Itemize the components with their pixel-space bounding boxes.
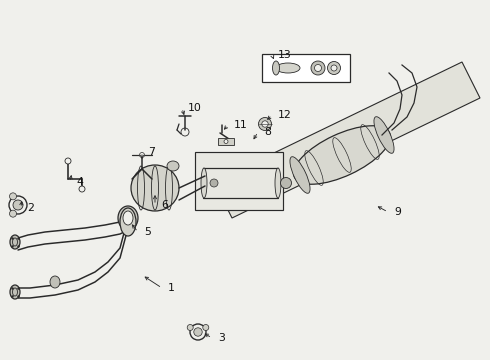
Circle shape [262,121,268,127]
Circle shape [140,153,145,158]
Circle shape [327,62,341,75]
Bar [218,138,234,145]
Ellipse shape [294,126,391,184]
Circle shape [224,139,228,144]
Ellipse shape [120,208,136,236]
Text: 10: 10 [188,103,202,113]
Ellipse shape [50,276,60,288]
Text: 7: 7 [148,147,155,157]
Ellipse shape [290,157,310,193]
Polygon shape [214,62,480,218]
Text: 6: 6 [161,200,168,210]
Ellipse shape [123,211,133,225]
Ellipse shape [272,61,279,75]
Text: 4: 4 [76,177,83,187]
Ellipse shape [374,117,394,153]
Text: 5: 5 [144,227,151,237]
Circle shape [210,179,218,187]
Circle shape [259,117,271,130]
Ellipse shape [201,168,207,198]
Ellipse shape [276,63,300,73]
Text: 2: 2 [27,203,34,213]
Text: 8: 8 [264,127,271,137]
Ellipse shape [275,168,281,198]
Circle shape [280,177,292,189]
Ellipse shape [131,165,179,211]
Circle shape [9,210,17,217]
Circle shape [13,200,23,210]
Circle shape [311,61,325,75]
Text: 1: 1 [168,283,175,293]
Bar [195,152,283,210]
Circle shape [331,65,337,71]
Ellipse shape [10,235,20,249]
Ellipse shape [167,161,179,171]
Text: 11: 11 [234,120,248,130]
Text: 12: 12 [278,110,292,120]
Circle shape [194,328,202,336]
Text: 3: 3 [218,333,225,343]
Circle shape [9,193,17,200]
Circle shape [187,324,193,330]
Circle shape [79,186,85,192]
Text: 13: 13 [278,50,292,60]
Text: 9: 9 [394,207,401,217]
Bar [262,54,350,82]
Ellipse shape [118,206,138,230]
Circle shape [315,64,321,72]
Circle shape [65,158,71,164]
Circle shape [203,324,209,330]
Ellipse shape [10,285,20,299]
